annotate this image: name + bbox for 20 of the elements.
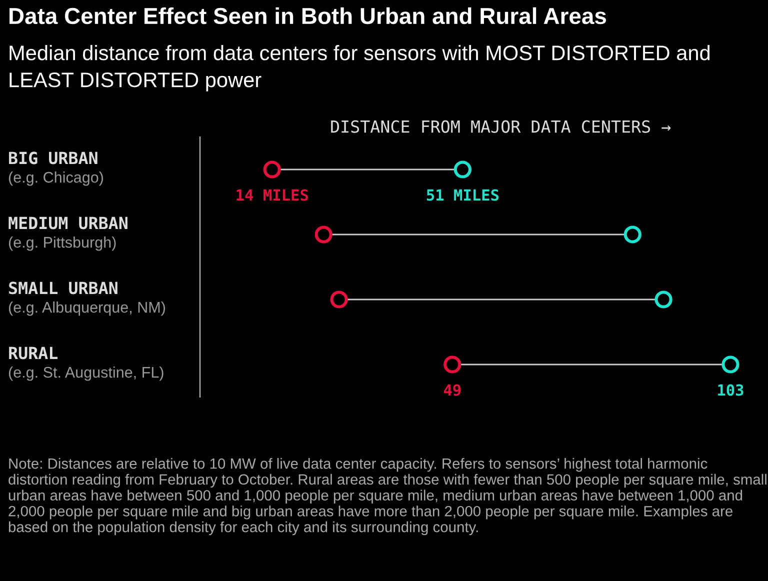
x-axis-title: DISTANCE FROM MAJOR DATA CENTERS → — [331, 120, 671, 133]
y-tick-label: BIG URBAN (e.g. Chicago) — [8, 152, 104, 186]
point — [722, 356, 740, 374]
point — [454, 160, 472, 178]
y-tick-label: RURAL (e.g. St. Augustine, FL) — [8, 346, 164, 381]
data-label: 103 — [718, 384, 744, 396]
point — [314, 226, 332, 244]
point — [263, 160, 281, 178]
chart-title: Data Center Effect Seen in Both Urban and Rural Areas — [10, 7, 606, 24]
data-label: 51 MILES — [426, 189, 499, 201]
y-tick-label: MEDIUM URBAN (e.g. Pittsburgh) — [8, 216, 128, 251]
chart-subtitle: Median distance from data centers for sensors with MOST DISTORTED and LEAST DISTORTED power — [10, 45, 710, 92]
text: Note: Distances are relative to 10 MW of live data center capacity. Refers to sensors’ highest total harmonic distortion reading from February to October. Rural areas are those with fewer than 500 people per square mile, small urban areas have between 500 and 1,000 people per square mile, medium urban areas have between 1,000 and 2,000 people per square mile and big urban areas have more than 2,000 people per square mile. Examples are based on the population density for each city and its surrounding county. — [8, 458, 766, 536]
data-label: 49 — [444, 384, 461, 396]
point — [444, 356, 462, 374]
point — [624, 226, 642, 244]
y-tick-label: SMALL URBAN (e.g. Albuquerque, NM) — [8, 282, 166, 316]
data-label: 14 MILES — [236, 189, 308, 201]
point — [330, 290, 348, 308]
point — [654, 290, 672, 308]
